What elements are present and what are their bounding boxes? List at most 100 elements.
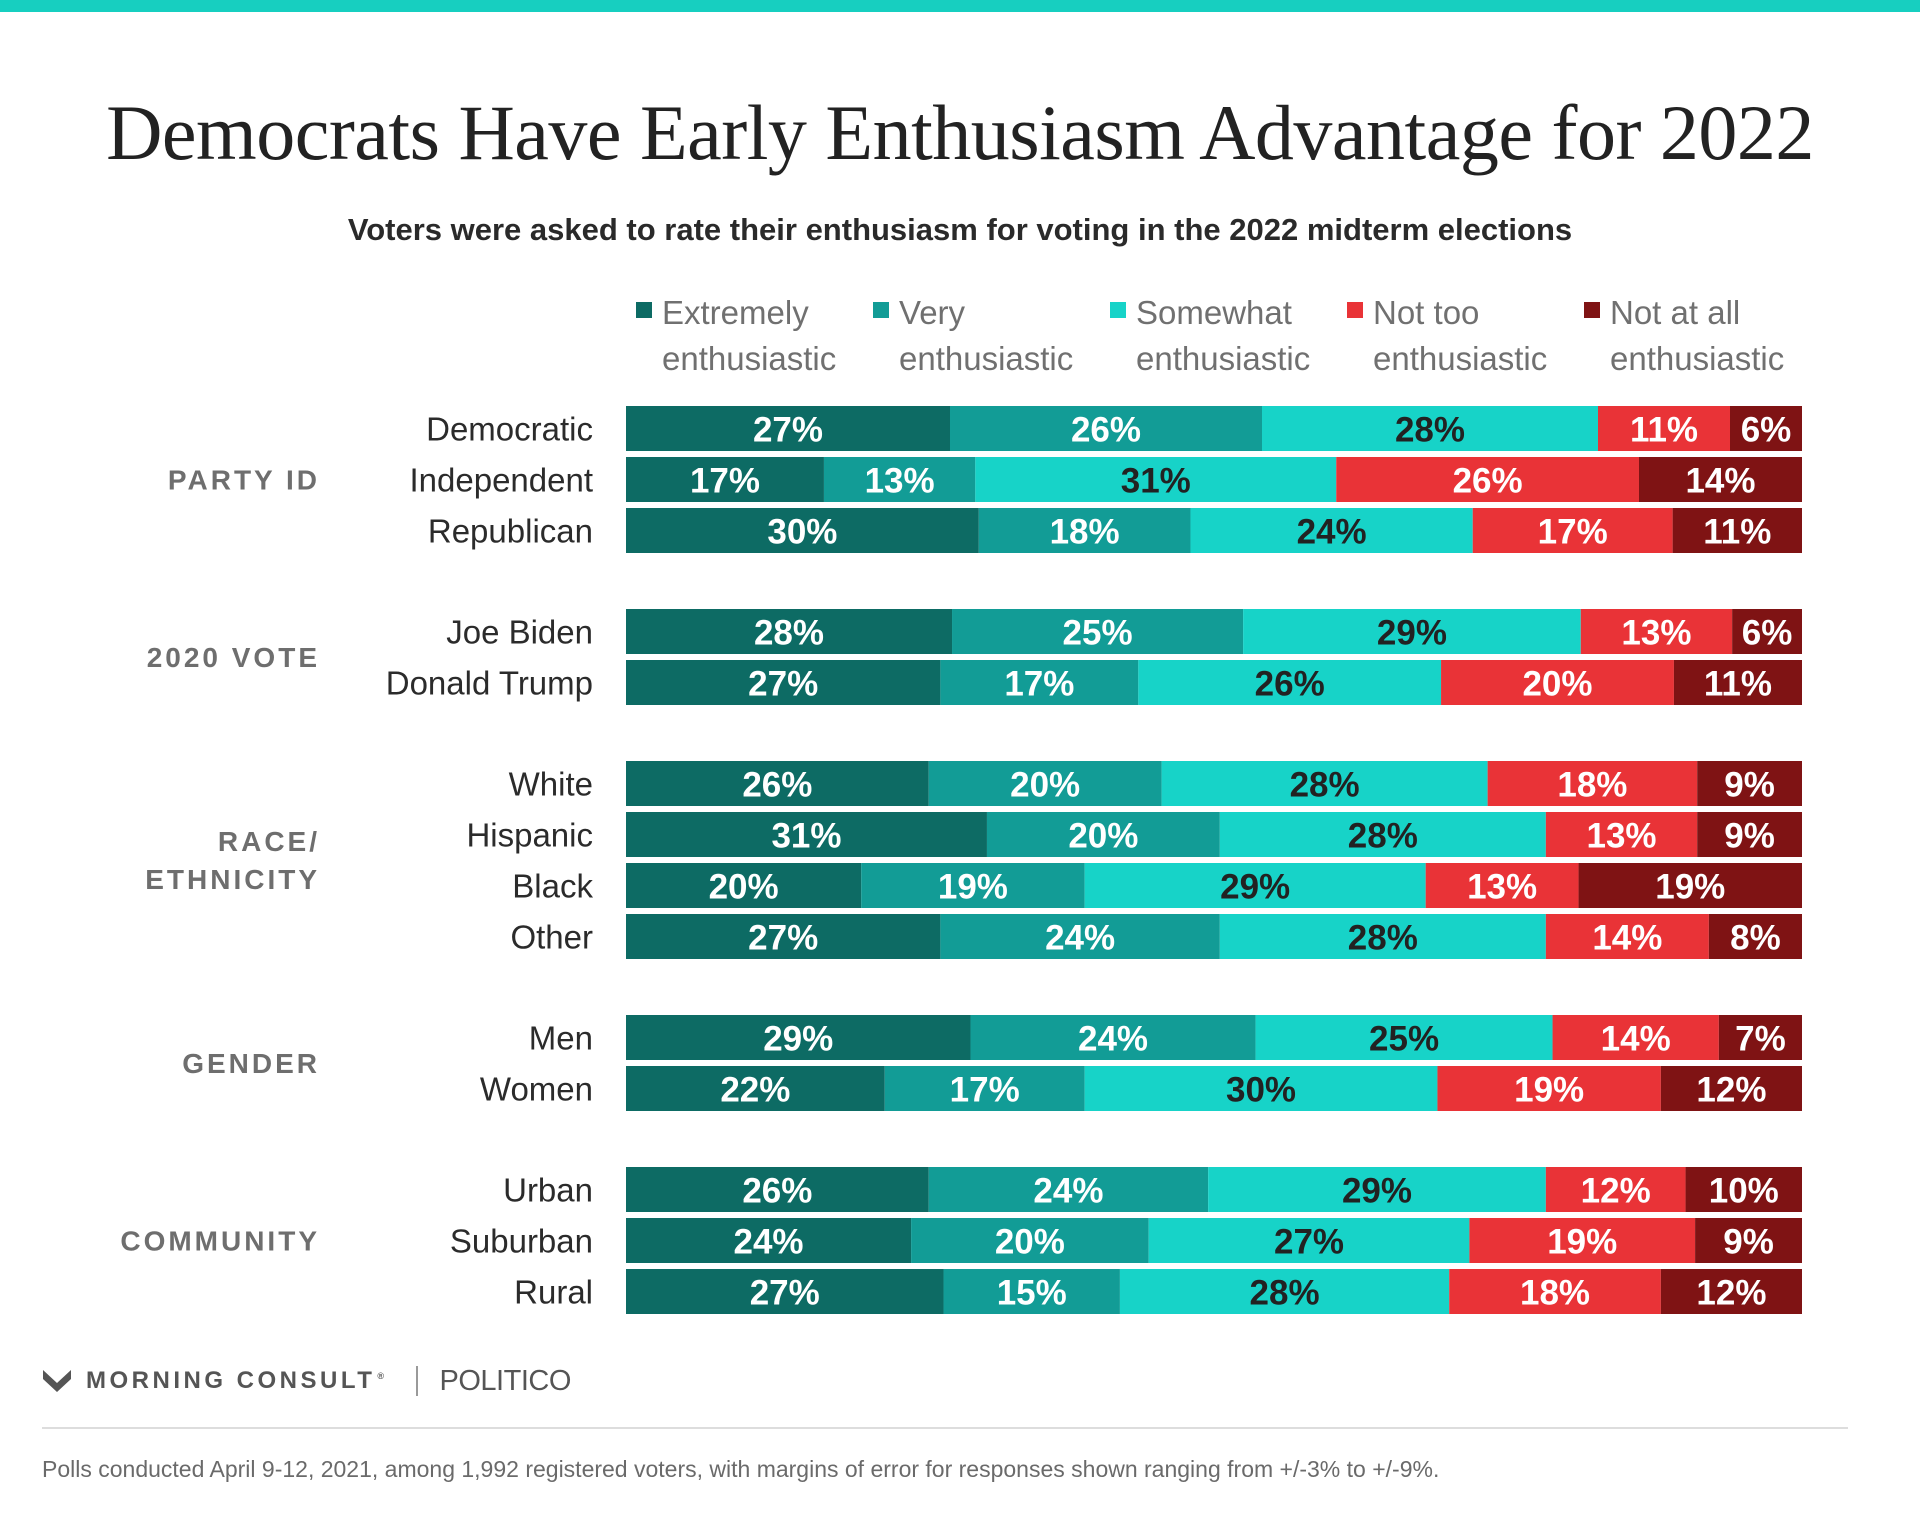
bar-segment-suburban-not-too-enthusiastic — [1469, 1218, 1696, 1263]
value-label-other-somewhat-enthusiastic: 28% — [1348, 919, 1418, 958]
bar-segment-black-very-enthusiastic — [861, 863, 1085, 908]
legend-swatch-not-at-all-enthusiastic — [1584, 302, 1600, 318]
bar-segment-democratic-somewhat-enthusiastic — [1262, 406, 1598, 451]
bar-segment-urban-extremely-enthusiastic — [626, 1167, 929, 1212]
bar-segment-independent-not-too-enthusiastic — [1336, 457, 1639, 502]
group-label-2020-vote: 2020 VOTE — [147, 642, 320, 673]
bar-segment-other-not-too-enthusiastic — [1545, 914, 1709, 959]
group-label-community: COMMUNITY — [120, 1226, 320, 1257]
legend: Extremely enthusiastic Very enthusiastic Som… — [636, 294, 1784, 377]
value-label-rural-extremely-enthusiastic: 27% — [750, 1274, 820, 1313]
bar-segment-other-somewhat-enthusiastic — [1219, 914, 1546, 959]
legend-swatch-very-enthusiastic — [873, 302, 889, 318]
bar-segment-women-somewhat-enthusiastic — [1084, 1066, 1438, 1111]
row-label-independent: Independent — [409, 462, 593, 499]
value-label-republican-very-enthusiastic: 18% — [1050, 513, 1120, 552]
bar-segment-other-extremely-enthusiastic — [626, 914, 941, 959]
bar-segment-joe-biden-somewhat-enthusiastic — [1243, 609, 1581, 654]
legend-label-not-too-enthusiastic-line-1: Not too — [1373, 294, 1479, 331]
methodology-footnote: Polls conducted April 9-12, 2021, among … — [42, 1456, 1440, 1482]
value-label-independent-very-enthusiastic: 13% — [865, 462, 935, 501]
chart-title: Democrats Have Early Enthusiasm Advantag… — [106, 89, 1814, 176]
group-label-gender: GENDER — [182, 1048, 320, 1079]
bar-segment-black-extremely-enthusiastic — [626, 863, 862, 908]
group-label-race-ethnicity-line-1: RACE/ — [218, 826, 320, 857]
value-label-republican-not-too-enthusiastic: 17% — [1538, 513, 1608, 552]
value-label-democratic-not-at-all-enthusiastic: 6% — [1741, 411, 1792, 450]
value-label-democratic-extremely-enthusiastic: 27% — [753, 411, 823, 450]
value-label-republican-extremely-enthusiastic: 30% — [767, 513, 837, 552]
bar-segment-democratic-not-too-enthusiastic — [1598, 406, 1730, 451]
row-label-joe-biden: Joe Biden — [446, 614, 593, 651]
bar-segment-joe-biden-very-enthusiastic — [952, 609, 1244, 654]
value-label-democratic-not-too-enthusiastic: 11% — [1630, 411, 1698, 450]
row-label-white: White — [509, 766, 593, 803]
bar-segment-women-not-at-all-enthusiastic — [1660, 1066, 1802, 1111]
value-label-suburban-not-at-all-enthusiastic: 9% — [1723, 1223, 1774, 1262]
value-label-joe-biden-extremely-enthusiastic: 28% — [754, 614, 824, 653]
bar-segment-women-extremely-enthusiastic — [626, 1066, 885, 1111]
value-label-rural-somewhat-enthusiastic: 28% — [1250, 1274, 1320, 1313]
value-label-white-very-enthusiastic: 20% — [1010, 766, 1080, 805]
value-label-men-extremely-enthusiastic: 29% — [763, 1020, 833, 1059]
bar-segment-suburban-somewhat-enthusiastic — [1148, 1218, 1470, 1263]
value-label-women-not-at-all-enthusiastic: 12% — [1696, 1071, 1766, 1110]
value-label-men-very-enthusiastic: 24% — [1078, 1020, 1148, 1059]
footer-divider — [42, 1427, 1848, 1429]
bar-segment-republican-not-too-enthusiastic — [1472, 508, 1673, 553]
value-label-black-somewhat-enthusiastic: 29% — [1220, 868, 1290, 907]
bar-segment-urban-somewhat-enthusiastic — [1208, 1167, 1546, 1212]
bar-segment-hispanic-somewhat-enthusiastic — [1219, 812, 1546, 857]
value-label-hispanic-very-enthusiastic: 20% — [1068, 817, 1138, 856]
value-label-white-somewhat-enthusiastic: 28% — [1290, 766, 1360, 805]
legend-label-not-at-all-enthusiastic-line-1: Not at all — [1610, 294, 1740, 331]
value-label-women-very-enthusiastic: 17% — [950, 1071, 1020, 1110]
value-label-other-very-enthusiastic: 24% — [1045, 919, 1115, 958]
value-label-donald-trump-very-enthusiastic: 17% — [1004, 665, 1074, 704]
value-label-white-extremely-enthusiastic: 26% — [742, 766, 812, 805]
bar-segment-urban-very-enthusiastic — [928, 1167, 1209, 1212]
bar-segment-women-very-enthusiastic — [884, 1066, 1085, 1111]
bar-segment-independent-extremely-enthusiastic — [626, 457, 824, 502]
value-label-suburban-very-enthusiastic: 20% — [995, 1223, 1065, 1262]
bar-segment-suburban-not-at-all-enthusiastic — [1695, 1218, 1802, 1263]
value-label-rural-very-enthusiastic: 15% — [997, 1274, 1067, 1313]
value-label-urban-extremely-enthusiastic: 26% — [742, 1172, 812, 1211]
value-label-suburban-somewhat-enthusiastic: 27% — [1274, 1223, 1344, 1262]
bar-segment-men-extremely-enthusiastic — [626, 1015, 971, 1060]
legend-swatch-extremely-enthusiastic — [636, 302, 652, 318]
bar-segment-donald-trump-not-at-all-enthusiastic — [1673, 660, 1802, 705]
bar-segment-white-not-too-enthusiastic — [1487, 761, 1698, 806]
value-label-hispanic-somewhat-enthusiastic: 28% — [1348, 817, 1418, 856]
value-label-rural-not-too-enthusiastic: 18% — [1520, 1274, 1590, 1313]
value-label-urban-very-enthusiastic: 24% — [1033, 1172, 1103, 1211]
legend-label-extremely-enthusiastic-line-2: enthusiastic — [662, 340, 836, 377]
value-label-black-very-enthusiastic: 19% — [938, 868, 1008, 907]
value-label-joe-biden-very-enthusiastic: 25% — [1063, 614, 1133, 653]
row-label-black: Black — [512, 868, 593, 905]
value-label-white-not-too-enthusiastic: 18% — [1557, 766, 1627, 805]
bar-segment-men-not-at-all-enthusiastic — [1718, 1015, 1802, 1060]
morning-consult-logo-icon — [43, 1370, 71, 1392]
group-label-party-id: PARTY ID — [168, 465, 320, 496]
top-accent-rule — [0, 0, 1920, 12]
value-label-suburban-not-too-enthusiastic: 19% — [1547, 1223, 1617, 1262]
bar-segment-suburban-very-enthusiastic — [911, 1218, 1149, 1263]
value-label-independent-extremely-enthusiastic: 17% — [690, 462, 760, 501]
value-label-democratic-somewhat-enthusiastic: 28% — [1395, 411, 1465, 450]
bar-segment-urban-not-too-enthusiastic — [1545, 1167, 1686, 1212]
value-label-women-extremely-enthusiastic: 22% — [720, 1071, 790, 1110]
bar-segment-hispanic-not-too-enthusiastic — [1545, 812, 1698, 857]
value-label-democratic-very-enthusiastic: 26% — [1071, 411, 1141, 450]
row-label-men: Men — [529, 1020, 593, 1057]
value-label-urban-not-at-all-enthusiastic: 10% — [1709, 1172, 1779, 1211]
value-label-donald-trump-not-too-enthusiastic: 20% — [1522, 665, 1592, 704]
value-label-urban-somewhat-enthusiastic: 29% — [1342, 1172, 1412, 1211]
bar-segment-rural-very-enthusiastic — [943, 1269, 1120, 1314]
politico-wordmark: POLITICO — [439, 1364, 572, 1397]
bar-segment-white-not-at-all-enthusiastic — [1697, 761, 1802, 806]
value-label-men-not-at-all-enthusiastic: 7% — [1735, 1020, 1786, 1059]
bar-segment-democratic-not-at-all-enthusiastic — [1730, 406, 1802, 451]
row-label-hispanic: Hispanic — [466, 817, 593, 854]
bar-segment-democratic-extremely-enthusiastic — [626, 406, 950, 451]
